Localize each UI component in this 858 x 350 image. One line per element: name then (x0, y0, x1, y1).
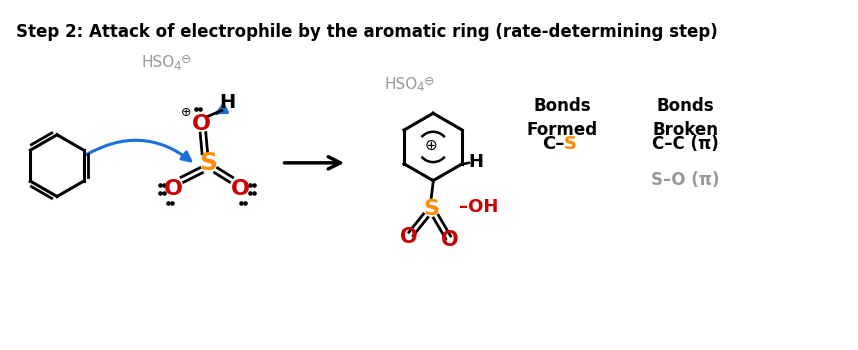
FancyArrowPatch shape (216, 105, 227, 114)
Text: ⊖: ⊖ (424, 75, 435, 88)
Text: S: S (423, 199, 439, 219)
Text: 4: 4 (416, 82, 424, 95)
Text: H: H (468, 153, 483, 171)
Text: S–O (π): S–O (π) (651, 171, 720, 189)
Text: Step 2: Attack of electrophile by the aromatic ring (rate-determining step): Step 2: Attack of electrophile by the ar… (16, 22, 717, 41)
Text: Bonds
Broken: Bonds Broken (653, 97, 719, 139)
Text: ⊕: ⊕ (181, 106, 191, 119)
Text: S: S (200, 151, 218, 175)
Text: HSO: HSO (384, 77, 418, 92)
Text: C–C (π): C–C (π) (652, 135, 719, 153)
Text: O: O (400, 227, 418, 247)
FancyArrowPatch shape (86, 140, 190, 161)
Text: 4: 4 (173, 60, 180, 73)
Text: HSO: HSO (142, 55, 174, 70)
Text: H: H (219, 93, 235, 112)
Text: ⊕: ⊕ (425, 138, 438, 153)
Text: –OH: –OH (459, 198, 498, 216)
Text: O: O (191, 113, 210, 134)
Text: O: O (231, 179, 250, 199)
Text: C–: C– (541, 135, 564, 153)
Text: Bonds
Formed: Bonds Formed (527, 97, 598, 139)
Text: O: O (164, 179, 183, 199)
Text: ⊖: ⊖ (181, 54, 191, 66)
Text: O: O (441, 231, 459, 251)
Text: S: S (564, 135, 577, 153)
